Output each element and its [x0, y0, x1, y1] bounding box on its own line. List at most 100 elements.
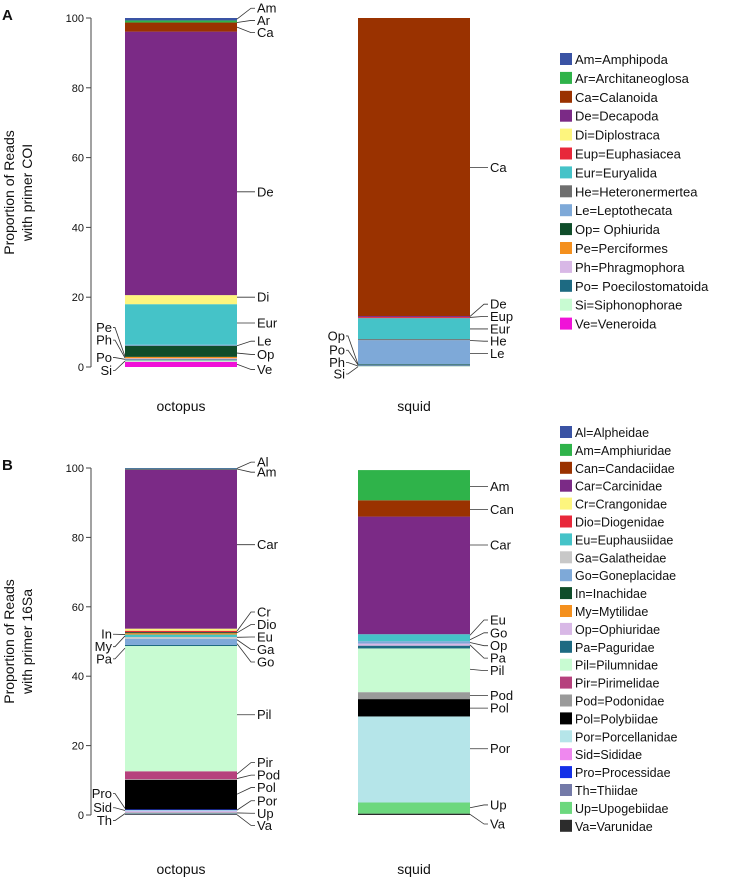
- panel-a-bar-squid-po: [358, 364, 470, 366]
- panel-b-category-octopus: octopus: [156, 861, 205, 877]
- panel-b-annotation-octopus-ga: Ga: [257, 642, 275, 657]
- panel-a-annotation-octopus-ca-leader: [236, 26, 255, 34]
- panel-a-bar-squid-le: [358, 340, 470, 365]
- panel-b-bar-squid-car: [358, 516, 470, 635]
- panel-b-bar-octopus-pir: [125, 771, 237, 780]
- panel-a-legend-swatch-op: [560, 223, 572, 236]
- panel-b-bar-octopus-car: [125, 469, 237, 629]
- panel-a-y-tick-label-80: 80: [72, 83, 84, 95]
- panel-a-bar-octopus-le: [125, 344, 237, 346]
- panel-a-legend-label-si: Si=Siphonophorae: [575, 298, 682, 313]
- panel-a-annotation-octopus-ar-leader: [236, 20, 255, 23]
- panel-b-annotation-octopus-up: Up: [257, 806, 274, 821]
- panel-a-bar-octopus-ar: [125, 20, 237, 23]
- panel-b-annotation-squid-pod: Pod: [490, 688, 513, 703]
- panel-b-legend-swatch-car: [560, 479, 572, 492]
- panel-a-legend-label-pe: Pe=Perciformes: [575, 241, 668, 256]
- panel-b-annotation-octopus-dio: Dio: [257, 617, 277, 632]
- panel-b-annotation-octopus-cr: Cr: [257, 605, 271, 620]
- panel-b-bar-squid-am: [358, 470, 470, 501]
- panel-a-y-axis-title-line-1: Proportion of Reads: [1, 130, 17, 255]
- panel-b-annotation-squid-pa: Pa: [490, 651, 507, 666]
- panel-a-legend-swatch-ph: [560, 260, 572, 273]
- panel-b-y-tick-label-20: 20: [72, 741, 84, 753]
- panel-b-legend-swatch-eu: [560, 533, 572, 546]
- panel-a-annotation-squid-op-leader: [346, 335, 359, 365]
- panel-a-legend-label-ph: Ph=Phragmophora: [575, 260, 685, 275]
- panel-b-bar-octopus-eu: [125, 634, 237, 637]
- panel-a-annotation-squid-he-leader: [469, 340, 488, 342]
- panel-b-legend-label-can: Can=Candaciidae: [575, 462, 675, 476]
- panel-b-annotation-octopus-th-leader: [113, 813, 126, 821]
- panel-a-annotation-octopus-ar: Ar: [257, 13, 271, 28]
- panel-a-annotation-octopus-op: Op: [257, 347, 274, 362]
- panel-b-annotation-octopus-pod-leader: [236, 774, 255, 779]
- panel-b-annotation-octopus-pa: Pa: [96, 651, 113, 666]
- panel-b-legend-swatch-my: [560, 605, 572, 617]
- panel-b-annotation-octopus-pa-leader: [113, 647, 126, 660]
- panel-b-bar-octopus-sid: [125, 811, 237, 813]
- panel-b-legend-label-car: Car=Carcinidae: [575, 480, 662, 494]
- panel-a-annotation-octopus-po: Po: [96, 350, 112, 365]
- panel-b-annotation-octopus-pro: Pro: [92, 786, 112, 801]
- panel-a-annotation-octopus-di: Di: [257, 290, 269, 305]
- panel-a-bar-octopus-po: [125, 359, 237, 361]
- panel-b-annotation-squid-por: Por: [490, 741, 511, 756]
- panel-a-annotation-squid-ph: Ph: [329, 355, 345, 370]
- panel-b-annotation-octopus-pir-leader: [236, 762, 255, 775]
- panel-b-annotation-octopus-dio-leader: [236, 624, 255, 634]
- panel-b-bar-squid-go: [358, 641, 470, 644]
- panel-b-annotation-octopus-am-leader: [236, 468, 255, 473]
- panel-b-annotation-octopus-al: Al: [257, 455, 269, 470]
- panel-a-bar-octopus-ca: [125, 22, 237, 32]
- panel-a-y-tick-label-40: 40: [72, 222, 84, 234]
- panel-a-annotation-octopus-ph-leader: [113, 339, 126, 359]
- panel-b-legend-swatch-op: [560, 622, 572, 635]
- panel-a-annotation-octopus-si-leader: [113, 360, 126, 371]
- panel-b-y-tick-label-40: 40: [72, 671, 84, 683]
- panel-b-legend-swatch-go: [560, 569, 572, 582]
- panel-b-annotation-octopus-am: Am: [257, 465, 277, 480]
- panel-b-bar-octopus-pro: [125, 809, 237, 811]
- panel-b-bar-squid-pod: [358, 692, 470, 700]
- panel-b-annotation-squid-am: Am: [490, 479, 510, 494]
- panel-b-annotation-octopus-pir: Pir: [257, 755, 274, 770]
- panel-b-legend-label-up: Up=Upogebiidae: [575, 802, 669, 816]
- panel-b-letter: B: [2, 457, 13, 474]
- panel-a-legend-label-am: Am=Amphipoda: [575, 52, 669, 67]
- panel-b-annotation-octopus-por-leader: [236, 800, 255, 811]
- panel-b-annotation-squid-pa-leader: [469, 644, 488, 659]
- panel-b-bar-octopus-pod: [125, 779, 237, 780]
- panel-b-annotation-squid-can: Can: [490, 502, 514, 517]
- panel-a-annotation-squid-po-leader: [346, 349, 359, 366]
- panel-a-legend-swatch-le: [560, 204, 572, 217]
- panel-b-bar-squid-va: [358, 813, 470, 815]
- panel-b-annotation-octopus-go: Go: [257, 654, 274, 669]
- panel-b-legend-label-dio: Dio=Diogenidae: [575, 516, 664, 530]
- panel-a-annotation-octopus-am: Am: [257, 1, 277, 16]
- panel-a-annotation-squid-eup-leader: [469, 315, 488, 318]
- panel-a-legend-label-ve: Ve=Veneroida: [575, 317, 657, 332]
- panel-a-annotation-octopus-am-leader: [236, 7, 255, 20]
- panel-b-bar-squid-eu: [358, 634, 470, 642]
- panel-b-bar-octopus-up: [125, 812, 237, 814]
- panel-a-annotation-squid-le: Le: [490, 346, 504, 361]
- panel-b-legend-swatch-am: [560, 443, 572, 456]
- panel-a-y-tick-label-60: 60: [72, 153, 84, 165]
- panel-b-legend-swatch-pil: [560, 658, 572, 671]
- panel-b-annotation-squid-op: Op: [490, 638, 507, 653]
- panel-a-bar-squid-he: [358, 339, 470, 341]
- panel-a-legend-swatch-si: [560, 298, 572, 311]
- panel-a-annotation-squid-ph-leader: [346, 362, 359, 367]
- panel-a-annotation-octopus-ca: Ca: [257, 25, 274, 40]
- panel-b-legend-label-sid: Sid=Sididae: [575, 748, 642, 762]
- panel-a-bar-squid-si: [358, 366, 470, 367]
- panel-b-annotation-octopus-sid: Sid: [93, 800, 112, 815]
- panel-a-legend-swatch-ve: [560, 317, 572, 330]
- panel-a-bar-squid-eup: [358, 317, 470, 319]
- panel-a-legend-label-eup: Eup=Euphasiacea: [575, 147, 682, 162]
- panel-b-annotation-squid-pil: Pil: [490, 663, 505, 678]
- panel-b-category-squid: squid: [397, 861, 430, 877]
- panel-a-annotation-squid-ca: Ca: [490, 160, 507, 175]
